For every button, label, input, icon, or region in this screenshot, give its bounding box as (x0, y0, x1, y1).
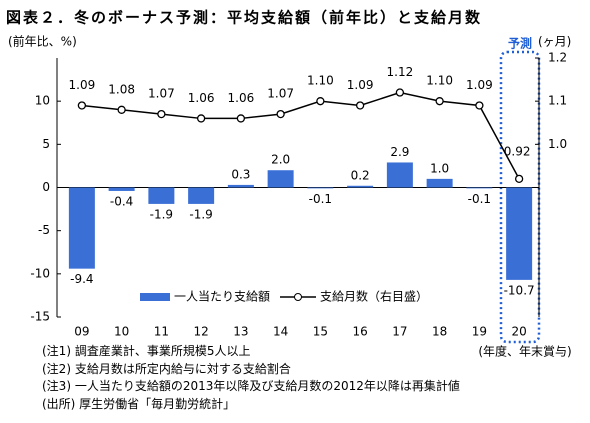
bar-label: -9.4 (70, 272, 93, 286)
line-marker (355, 101, 365, 110)
line-marker (196, 114, 206, 123)
x-tick-label: 17 (392, 325, 407, 339)
x-tick-label: 15 (313, 325, 328, 339)
bar-label: -1.9 (150, 207, 173, 221)
line-label: 0.92 (504, 144, 531, 158)
bar (227, 184, 254, 188)
line-label: 1.07 (267, 87, 294, 101)
line-label: 1.06 (188, 91, 215, 105)
line (81, 91, 520, 180)
bar-label: -0.1 (468, 192, 491, 206)
bar (426, 178, 453, 188)
forecast-box (499, 50, 541, 344)
x-tick-label: 14 (273, 325, 288, 339)
y-tick-label: -5 (38, 223, 50, 237)
line-marker (157, 109, 166, 119)
y-tick-label: -15 (30, 310, 50, 324)
y-tick-label: 10 (35, 94, 50, 108)
bar (386, 162, 413, 188)
line-label: 1.07 (148, 87, 175, 101)
y-tick-label: 0 (42, 180, 50, 194)
line-label: 1.10 (307, 74, 334, 88)
bar (188, 187, 215, 204)
x-tick-label: 16 (352, 325, 367, 339)
chart-title: 図表２．冬のボーナス予測：平均支給額（前年比）と支給月数 (6, 9, 482, 27)
line-label: 1.12 (387, 65, 414, 79)
bar (506, 187, 533, 280)
note: (出所) 厚生労働省「毎月勤労統計」 (42, 396, 236, 411)
bar (108, 187, 135, 191)
bar-label: 2.9 (390, 145, 409, 159)
x-tick-label: 13 (233, 325, 248, 339)
note: (注2) 支給月数は所定内給与に対する支給割合 (42, 361, 291, 376)
bar-label: 2.0 (271, 153, 290, 167)
bar-label: 0.3 (231, 167, 250, 181)
x-tick-label: 11 (154, 325, 169, 339)
x-tick-label: 20 (511, 325, 526, 339)
bar-label: -1.9 (189, 207, 212, 221)
bar (148, 187, 175, 204)
bar-label: -0.4 (110, 194, 133, 208)
y-tick-label: -10 (30, 266, 50, 280)
x-tick-label: 10 (114, 325, 129, 339)
line-marker (316, 97, 325, 106)
line-label: 1.06 (228, 91, 255, 105)
bar (68, 187, 95, 269)
x-tick-label: 12 (193, 325, 208, 339)
line-marker (514, 174, 524, 184)
legend-swatch (140, 293, 170, 301)
line-marker (435, 97, 444, 106)
bar (347, 185, 374, 188)
y-tick-label: 5 (42, 137, 50, 151)
bar-label: 0.2 (351, 168, 370, 182)
x-tick-label: 09 (74, 325, 89, 339)
forecast-label: 予測 (508, 36, 532, 51)
line-marker (236, 114, 246, 123)
note: (注1) 調査産業計、事業所規模5人以上 (42, 344, 251, 358)
y2-tick-label: 1.0 (548, 137, 567, 151)
bar (466, 187, 493, 189)
line-marker (276, 109, 285, 119)
x-tick-label: 18 (432, 325, 447, 339)
legend-label: 支給月数（右目盛） (320, 289, 428, 304)
note: (注3) 一人当たり支給額の2013年以降及び支給月数の2012年以降は再集計値 (42, 379, 460, 393)
line-marker (475, 101, 484, 110)
notes: (注1) 調査産業計、事業所規模5人以上 (注2) 支給月数は所定内給与に対する支… (42, 343, 460, 413)
bar-label: -0.1 (309, 192, 332, 206)
x-tick-label: 19 (472, 325, 487, 339)
line-marker (117, 105, 126, 114)
bar-label: -10.7 (504, 283, 535, 297)
y2-axis-label: (ヶ月) (538, 35, 571, 49)
y2-tick-label: 1.2 (548, 51, 567, 65)
y-axis-label: (前年比、%) (8, 34, 77, 49)
line-marker (77, 101, 87, 110)
bar-label: 1.0 (430, 161, 449, 175)
bar (307, 187, 334, 189)
line-label: 1.09 (466, 78, 493, 92)
line-label: 1.08 (108, 82, 135, 96)
legend-marker (294, 293, 302, 301)
line-marker (395, 88, 405, 97)
bar (267, 170, 294, 188)
y2-tick-label: 1.1 (548, 94, 567, 108)
line-label: 1.10 (426, 74, 453, 88)
line-label: 1.09 (69, 78, 96, 92)
line-label: 1.09 (347, 78, 374, 92)
x-axis-note: (年度、年末賞与) (478, 344, 571, 359)
legend-label: 一人当たり支給額 (174, 290, 270, 304)
